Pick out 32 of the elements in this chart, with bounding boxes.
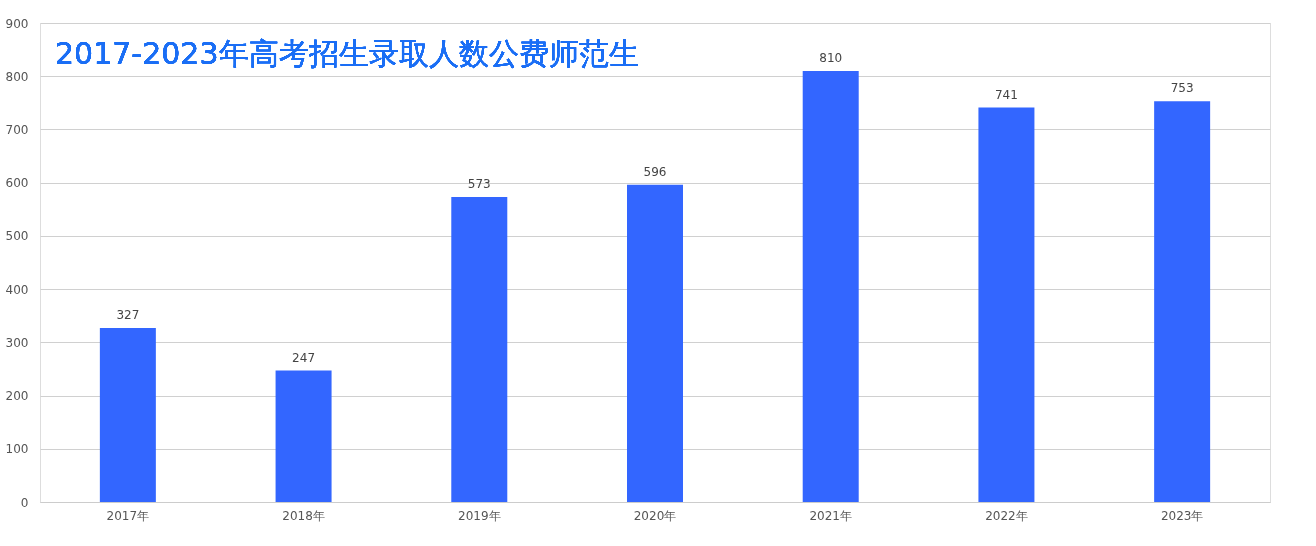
bar	[451, 197, 508, 502]
y-tick-label: 400	[5, 282, 29, 297]
x-tick-label: 2018年	[282, 508, 325, 523]
text: 2017-2023年高考招生录取人数公费师范生	[55, 36, 639, 71]
y-tick-label: 300	[5, 335, 29, 350]
y-tick-label: 700	[5, 122, 29, 137]
y-tick-label: 800	[5, 69, 29, 84]
bar	[627, 184, 683, 502]
y-tick-label: 500	[5, 229, 29, 244]
y-tick-label: 200	[5, 389, 29, 404]
bar	[275, 370, 332, 502]
data-label: 753	[1170, 81, 1194, 96]
y-tick-label: 600	[5, 176, 29, 191]
data-label: 573	[467, 177, 491, 192]
bar	[1154, 101, 1211, 502]
x-tick-label: 2023年	[1160, 508, 1204, 523]
x-tick-label: 2017年	[106, 508, 150, 523]
x-tick-label: 2020年	[633, 508, 677, 523]
x-tick-label: 2021年	[809, 508, 852, 523]
data-label: 596	[643, 164, 667, 179]
data-label: 247	[292, 350, 316, 365]
y-tick-label: 100	[5, 442, 29, 457]
x-tick-label: 2019年	[458, 508, 501, 523]
x-tick-label: 2022年	[985, 508, 1028, 523]
bar	[802, 70, 859, 502]
bar	[99, 327, 156, 502]
y-tick-label: 900	[5, 16, 29, 31]
data-label: 810	[819, 50, 843, 65]
y-tick-label: 0	[20, 495, 29, 510]
data-label: 327	[116, 307, 140, 322]
data-label: 741	[994, 87, 1018, 102]
bar	[978, 107, 1035, 502]
